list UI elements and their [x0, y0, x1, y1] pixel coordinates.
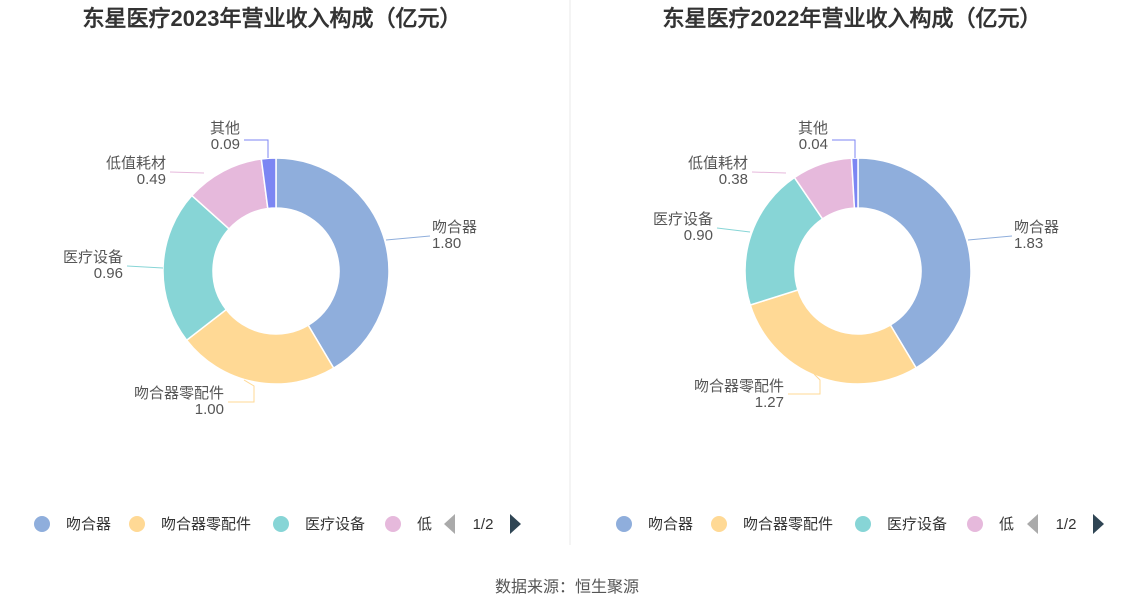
legend: 吻合器 吻合器零配件 医疗设备 低: [34, 516, 432, 533]
slice-label-name-stapler: 吻合器: [1014, 219, 1059, 236]
slice-label-name-other: 其他: [210, 120, 240, 137]
slice-label-name-stapler-parts: 吻合器零配件: [694, 378, 784, 395]
pager-indicator: 1/2: [473, 516, 494, 533]
label-leader-other: [244, 139, 269, 158]
donut-chart-1: 东星医疗2023年营业收入构成（亿元）吻合器1.80吻合器零配件1.00医疗设备…: [34, 6, 521, 534]
label-leader-other: [832, 139, 856, 158]
label-leader-medical-equipment: [716, 227, 751, 233]
legend-label: 低: [999, 516, 1014, 533]
legend-label: 吻合器: [648, 516, 693, 533]
legend-swatch: [385, 516, 401, 532]
slice-stapler-parts[interactable]: [749, 289, 918, 385]
slice-label-name-other: 其他: [798, 120, 828, 137]
legend-item-low-value-truncated[interactable]: 低: [967, 516, 1014, 533]
legend-item-stapler[interactable]: 吻合器: [616, 516, 693, 533]
pager-next-icon[interactable]: [1093, 514, 1104, 534]
legend-label: 低: [417, 516, 432, 533]
legend-pager: 1/2: [1027, 514, 1104, 534]
slice-other[interactable]: [260, 157, 277, 210]
pager-prev-icon[interactable]: [444, 514, 455, 534]
legend-swatch: [967, 516, 983, 532]
legend-pager: 1/2: [444, 514, 521, 534]
slice-label-value-stapler-parts: 1.27: [755, 394, 784, 411]
legend-swatch: [129, 516, 145, 532]
label-leader-stapler: [967, 235, 1013, 241]
slice-label-name-medical-equipment: 医疗设备: [653, 211, 713, 228]
pager-prev-icon[interactable]: [1027, 514, 1038, 534]
legend-swatch: [855, 516, 871, 532]
slice-label-value-low-value-consumables: 0.49: [137, 171, 166, 188]
legend-label: 医疗设备: [887, 516, 947, 533]
label-leader-stapler-parts: [788, 373, 821, 395]
legend-swatch: [711, 516, 727, 532]
slice-stapler[interactable]: [275, 157, 390, 370]
legend-item-stapler-parts[interactable]: 吻合器零配件: [129, 516, 251, 533]
legend-label: 吻合器零配件: [161, 516, 251, 533]
legend-item-stapler[interactable]: 吻合器: [34, 516, 111, 533]
chart-title: 东星医疗2023年营业收入构成（亿元）: [83, 6, 462, 31]
legend-label: 医疗设备: [305, 516, 365, 533]
label-leader-medical-equipment: [126, 265, 164, 269]
legend-swatch: [273, 516, 289, 532]
slice-label-value-other: 0.09: [211, 136, 240, 153]
slice-label-name-stapler: 吻合器: [432, 219, 477, 236]
slice-label-value-stapler: 1.83: [1014, 235, 1043, 252]
label-leader-stapler-parts: [228, 379, 255, 403]
legend-item-low-value-truncated[interactable]: 低: [385, 516, 432, 533]
pager-next-icon[interactable]: [510, 514, 521, 534]
legend-label: 吻合器: [66, 516, 111, 533]
legend-item-medical-equipment[interactable]: 医疗设备: [273, 516, 365, 533]
legend-item-medical-equipment[interactable]: 医疗设备: [855, 516, 947, 533]
legend: 吻合器 吻合器零配件 医疗设备 低: [616, 516, 1014, 533]
legend-swatch: [34, 516, 50, 532]
slice-label-value-stapler: 1.80: [432, 235, 461, 252]
pager-indicator: 1/2: [1056, 516, 1077, 533]
legend-label: 吻合器零配件: [743, 516, 833, 533]
slice-stapler-parts[interactable]: [185, 308, 335, 385]
label-leader-stapler: [385, 235, 431, 241]
slice-label-name-low-value-consumables: 低值耗材: [688, 155, 748, 172]
label-leader-low-value-consumables: [751, 171, 787, 174]
donut-chart-2: 东星医疗2022年营业收入构成（亿元）吻合器1.83吻合器零配件1.27医疗设备…: [616, 6, 1104, 534]
slice-label-value-stapler-parts: 1.00: [195, 401, 224, 418]
slice-stapler[interactable]: [857, 157, 972, 369]
chart-title: 东星医疗2022年营业收入构成（亿元）: [663, 6, 1042, 31]
slice-label-name-medical-equipment: 医疗设备: [63, 249, 123, 266]
slice-other[interactable]: [850, 157, 859, 209]
legend-item-stapler-parts[interactable]: 吻合器零配件: [711, 516, 833, 533]
source-note: 数据来源：恒生聚源: [494, 579, 639, 596]
slice-label-value-medical-equipment: 0.90: [684, 227, 713, 244]
legend-swatch: [616, 516, 632, 532]
slice-label-name-stapler-parts: 吻合器零配件: [134, 385, 224, 402]
slice-label-name-low-value-consumables: 低值耗材: [106, 155, 166, 172]
label-leader-low-value-consumables: [169, 171, 205, 174]
slice-label-value-other: 0.04: [799, 136, 828, 153]
slice-label-value-medical-equipment: 0.96: [94, 265, 123, 282]
slice-label-value-low-value-consumables: 0.38: [719, 171, 748, 188]
